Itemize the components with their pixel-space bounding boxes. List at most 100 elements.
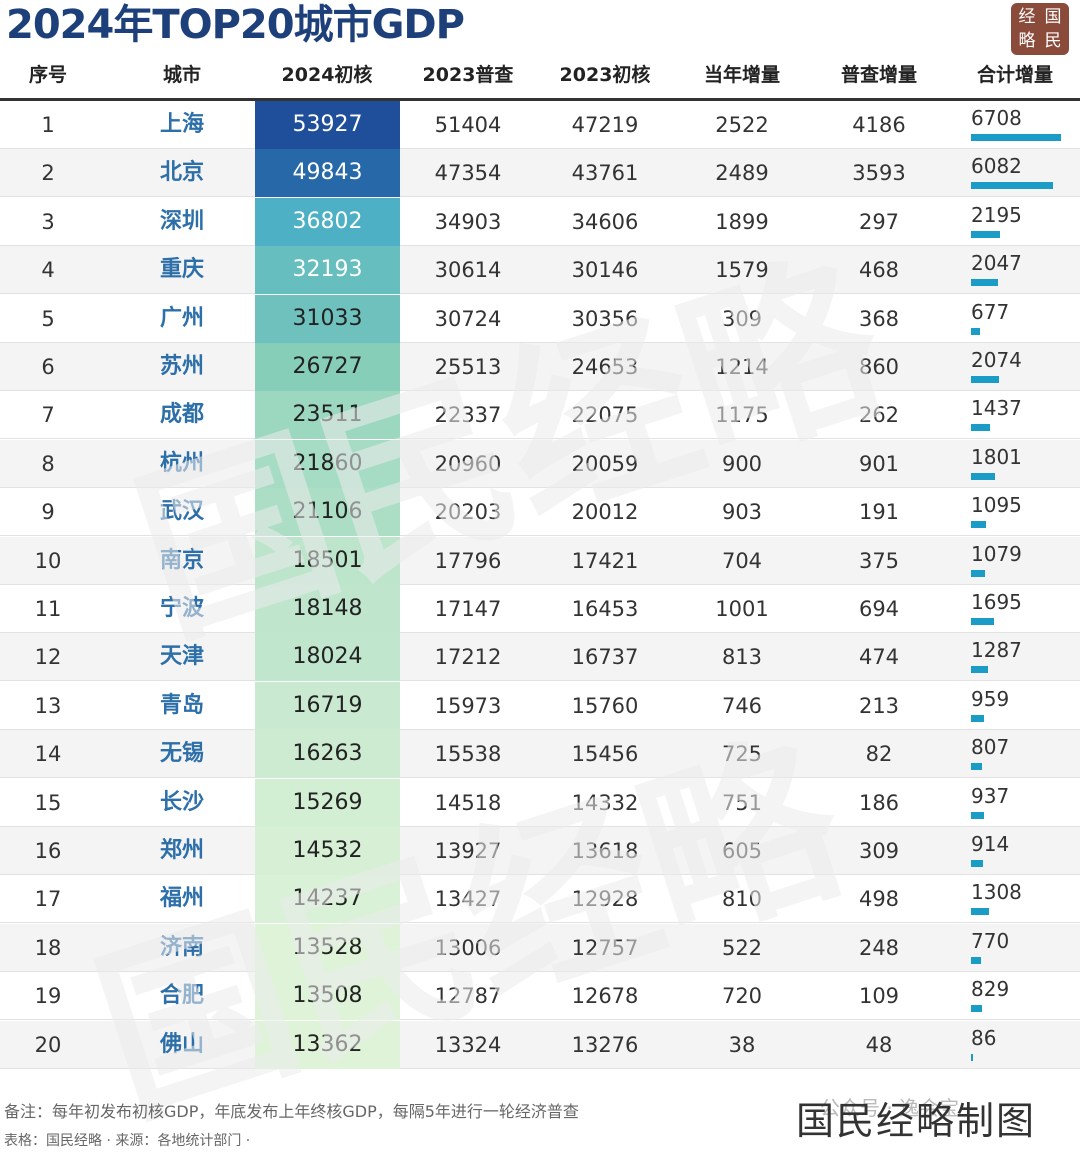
header-divider xyxy=(0,98,1080,101)
prelim2023-cell: 13618 xyxy=(571,839,639,863)
yoy-increase-cell: 1214 xyxy=(715,355,769,379)
prelim2023-cell: 15760 xyxy=(571,693,639,718)
gdp2024-cell: 26727 xyxy=(255,343,400,391)
rank-cell: 13 xyxy=(34,693,62,718)
table-row: 13528 18 济南 13006 12757 522 248 770 xyxy=(0,923,1080,972)
column-header-total: 合计增量 xyxy=(976,64,1054,86)
total-increase-label: 86 xyxy=(971,1025,997,1050)
table-row: 21106 9 武汉 20203 20012 903 191 1095 xyxy=(0,488,1080,537)
total-increase-label: 1437 xyxy=(971,396,1022,421)
total-increase-label: 2074 xyxy=(971,348,1022,372)
yoy-increase-cell: 309 xyxy=(721,306,763,331)
gdp2024-cell: 14237 xyxy=(255,875,400,924)
yoy-increase-cell: 1579 xyxy=(715,258,769,283)
total-increase-bar xyxy=(971,860,984,867)
prelim2023-cell: 30146 xyxy=(571,258,639,283)
city-cell: 上海 xyxy=(159,112,205,137)
yoy-increase-cell: 605 xyxy=(721,839,763,863)
logo-char: 略 xyxy=(1018,31,1036,51)
prelim2023-cell: 34606 xyxy=(571,209,639,234)
census-increase-cell: 248 xyxy=(858,935,900,960)
rank-cell: 19 xyxy=(34,984,62,1009)
total-increase-bar xyxy=(971,569,986,577)
total-increase-bar xyxy=(971,908,989,916)
rank-cell: 18 xyxy=(34,935,62,960)
city-cell: 广州 xyxy=(159,305,205,331)
total-increase-bar xyxy=(971,472,996,480)
table-row: 16719 13 青岛 15973 15760 746 213 959 xyxy=(0,681,1080,730)
prelim2023-cell: 20012 xyxy=(571,500,639,525)
census2023-cell: 30614 xyxy=(434,258,502,283)
census-increase-cell: 498 xyxy=(858,887,900,912)
census-increase-cell: 860 xyxy=(858,355,900,379)
yoy-increase-cell: 746 xyxy=(721,693,763,718)
rank-cell: 7 xyxy=(41,403,55,428)
total-increase-bar xyxy=(971,424,991,432)
rank-cell: 15 xyxy=(34,790,62,815)
total-increase-label: 1079 xyxy=(971,541,1022,566)
rank-cell: 17 xyxy=(34,887,62,912)
city-cell: 苏州 xyxy=(159,354,205,379)
column-header-yoy: 当年增量 xyxy=(703,64,781,86)
rank-cell: 6 xyxy=(41,355,55,379)
census-increase-cell: 262 xyxy=(858,403,900,428)
census-increase-cell: 82 xyxy=(865,742,893,767)
census-increase-cell: 375 xyxy=(858,548,900,573)
prelim2023-cell: 24653 xyxy=(571,355,639,379)
yoy-increase-cell: 813 xyxy=(721,645,763,670)
gdp2024-cell: 18501 xyxy=(255,536,400,585)
column-header-prelim2023: 2023初核 xyxy=(559,64,651,86)
gdp2024-cell: 49843 xyxy=(255,149,400,198)
logo-char: 国 xyxy=(1044,7,1062,27)
wechat-watermark: 公众号 · 逸会宝 xyxy=(820,1096,960,1120)
census-increase-cell: 694 xyxy=(858,597,900,621)
census2023-cell: 17796 xyxy=(434,548,502,573)
table-row: 16263 14 无锡 15538 15456 725 82 807 xyxy=(0,730,1080,779)
total-increase-label: 807 xyxy=(971,735,1010,760)
rank-cell: 8 xyxy=(41,451,55,476)
column-header-rank: 序号 xyxy=(28,64,68,86)
prelim2023-cell: 14332 xyxy=(571,790,639,815)
total-increase-bar xyxy=(971,327,981,335)
gdp2024-cell: 16719 xyxy=(255,681,400,730)
rank-cell: 20 xyxy=(34,1032,62,1057)
census-increase-cell: 186 xyxy=(858,790,900,815)
city-cell: 深圳 xyxy=(159,208,205,234)
total-increase-bar xyxy=(971,521,986,529)
city-cell: 重庆 xyxy=(159,257,205,283)
prelim2023-cell: 20059 xyxy=(571,451,639,476)
prelim2023-cell: 15456 xyxy=(571,742,639,767)
census-increase-cell: 3593 xyxy=(852,161,906,186)
total-increase-bar xyxy=(971,714,984,722)
total-increase-bar xyxy=(971,1005,983,1013)
census2023-cell: 13324 xyxy=(434,1032,502,1057)
table-row: 21860 8 杭州 20960 20059 900 901 1801 xyxy=(0,439,1080,488)
yoy-increase-cell: 1175 xyxy=(715,403,769,428)
table-row: 14237 17 福州 13427 12928 810 498 1308 xyxy=(0,875,1080,924)
census-increase-cell: 309 xyxy=(858,839,900,863)
yoy-increase-cell: 2522 xyxy=(715,113,769,137)
total-increase-bar xyxy=(971,618,994,625)
column-header-city: 城市 xyxy=(162,64,202,86)
census2023-cell: 20203 xyxy=(434,500,502,525)
rank-cell: 12 xyxy=(34,645,62,670)
rank-cell: 11 xyxy=(34,597,62,621)
prelim2023-cell: 16453 xyxy=(571,597,639,621)
table-header: 序号 城市 2024初核 2023普查 2023初核 当年增量 普查增量 合计增… xyxy=(0,52,1080,98)
total-increase-bar xyxy=(971,666,989,674)
total-increase-label: 1095 xyxy=(971,493,1022,518)
total-increase-label: 829 xyxy=(971,977,1010,1002)
census2023-cell: 34903 xyxy=(434,209,502,234)
census2023-cell: 30724 xyxy=(434,306,502,331)
yoy-increase-cell: 38 xyxy=(728,1032,756,1057)
total-increase-bar xyxy=(971,134,1061,141)
gdp2024-cell: 18024 xyxy=(255,633,400,682)
census-increase-cell: 368 xyxy=(858,306,900,331)
census2023-cell: 14518 xyxy=(434,790,502,815)
gdp2024-cell: 31033 xyxy=(255,294,400,343)
census2023-cell: 17147 xyxy=(434,597,502,621)
yoy-increase-cell: 704 xyxy=(721,548,763,573)
gdp2024-cell: 14532 xyxy=(255,827,400,875)
rank-cell: 2 xyxy=(41,161,55,186)
total-increase-label: 2047 xyxy=(971,251,1022,276)
